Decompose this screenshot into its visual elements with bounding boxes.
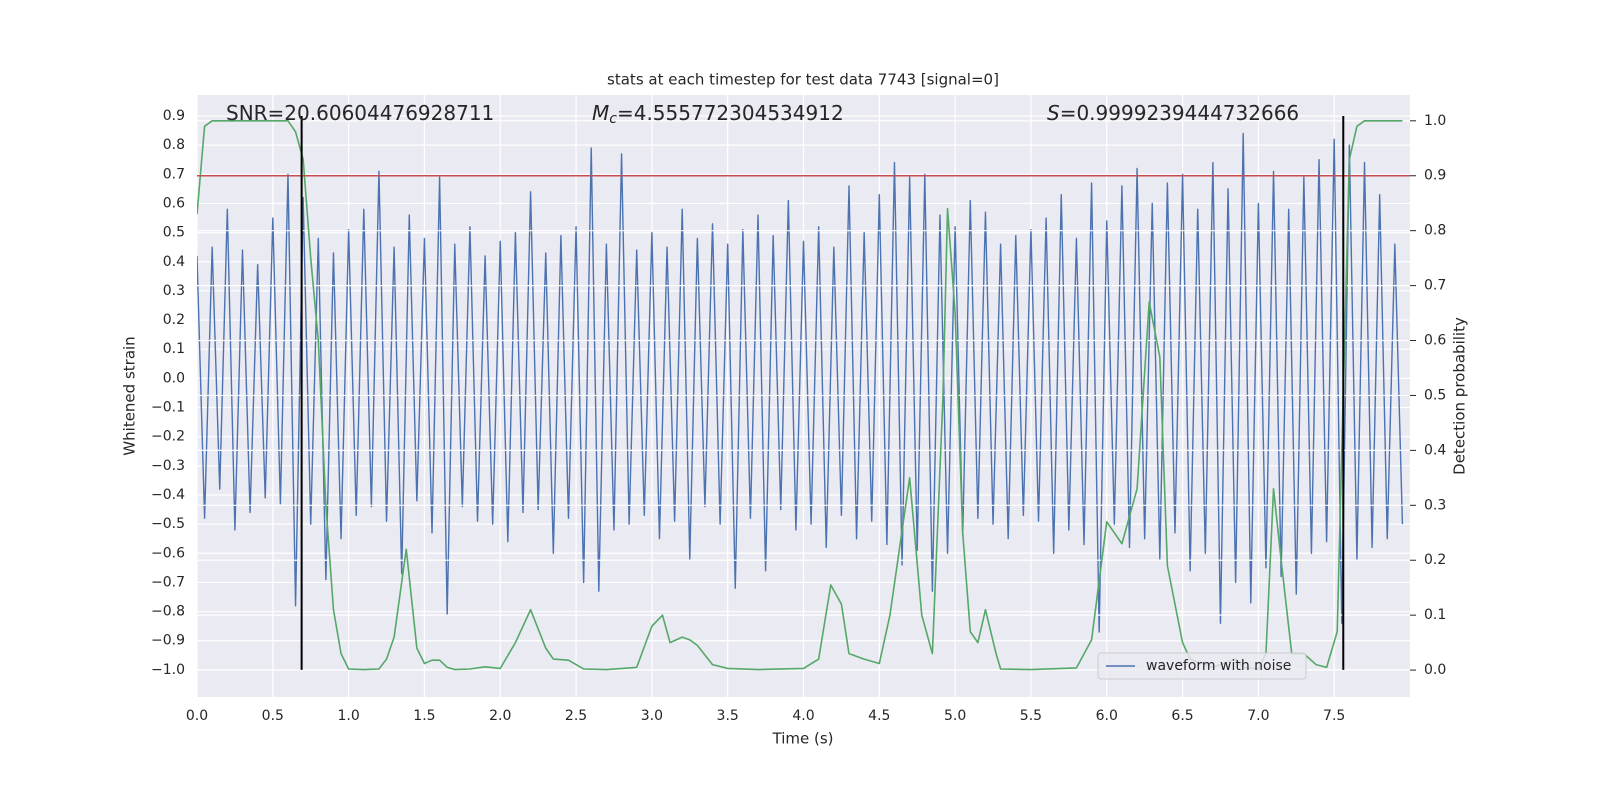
y-tick-label: 0.5 <box>163 225 185 241</box>
x-tick-label: 3.0 <box>641 708 663 724</box>
y-tick-label: 0.6 <box>163 195 185 211</box>
y2-tick-label: 0.0 <box>1424 662 1446 678</box>
y-tick-label: −0.6 <box>151 545 185 561</box>
x-tick-label: 4.5 <box>868 708 890 724</box>
x-tick-label: 4.0 <box>792 708 814 724</box>
legend-box <box>1097 652 1307 680</box>
x-tick-label: 3.5 <box>717 708 739 724</box>
y2-tick-label: 0.8 <box>1424 223 1446 239</box>
y2-tick-label: 0.4 <box>1424 442 1446 458</box>
y2-tick-label: 0.1 <box>1424 607 1446 623</box>
y-tick-label: −0.1 <box>151 400 185 416</box>
y-tick-label: −0.8 <box>151 604 185 620</box>
y-tick-label: 0.4 <box>163 254 185 270</box>
y-tick-label: 0.7 <box>163 166 185 182</box>
annotation: SNR=20.60604476928711 <box>226 101 494 125</box>
y-tick-label: −0.5 <box>151 516 185 532</box>
y2-tick-label: 0.5 <box>1424 387 1446 403</box>
y-axis-label: Whitened strain <box>121 336 139 455</box>
x-axis-label: Time (s) <box>772 730 834 748</box>
marks-layer <box>197 132 1404 633</box>
y2-tick-label: 0.2 <box>1424 552 1446 568</box>
y2-axis-label: Detection probability <box>1451 317 1469 475</box>
chart-title: stats at each timestep for test data 774… <box>607 71 999 89</box>
annotation: Mc=4.555772304534912 <box>592 101 844 128</box>
y-tick-label: 0.0 <box>163 370 185 386</box>
y-tick-label: 0.2 <box>163 312 185 328</box>
x-tick-label: 0.5 <box>262 708 284 724</box>
y-tick-label: −0.9 <box>151 633 185 649</box>
annotation: S=0.9999239444732666 <box>1047 101 1299 125</box>
series-line <box>197 132 1404 633</box>
y-tick-label: −0.4 <box>151 487 185 503</box>
x-tick-label: 1.0 <box>337 708 359 724</box>
y-tick-label: 0.9 <box>163 108 185 124</box>
x-tick-label: 2.5 <box>565 708 587 724</box>
x-tick-label: 1.5 <box>413 708 435 724</box>
y-tick-label: −0.7 <box>151 574 185 590</box>
x-tick-label: 5.5 <box>1020 708 1042 724</box>
y-tick-label: 0.8 <box>163 137 185 153</box>
y-tick-label: 0.3 <box>163 283 185 299</box>
y-tick-label: −1.0 <box>151 662 185 678</box>
x-tick-label: 7.0 <box>1247 708 1269 724</box>
y-tick-label: 0.1 <box>163 341 185 357</box>
y2-tick-label: 0.7 <box>1424 278 1446 294</box>
y2-tick-label: 0.6 <box>1424 333 1446 349</box>
x-tick-label: 6.0 <box>1096 708 1118 724</box>
x-tick-label: 6.5 <box>1171 708 1193 724</box>
y2-tick-label: 1.0 <box>1424 113 1446 129</box>
x-tick-label: 2.0 <box>489 708 511 724</box>
y-tick-label: −0.2 <box>151 429 185 445</box>
y-tick-label: −0.3 <box>151 458 185 474</box>
x-tick-label: 5.0 <box>944 708 966 724</box>
x-tick-label: 0.0 <box>186 708 208 724</box>
legend-label: waveform with noise <box>1146 658 1291 674</box>
y2-tick-label: 0.9 <box>1424 168 1446 184</box>
legend: waveform with noise <box>1097 652 1307 680</box>
y2-tick-label: 0.3 <box>1424 497 1446 513</box>
x-tick-label: 7.5 <box>1323 708 1345 724</box>
